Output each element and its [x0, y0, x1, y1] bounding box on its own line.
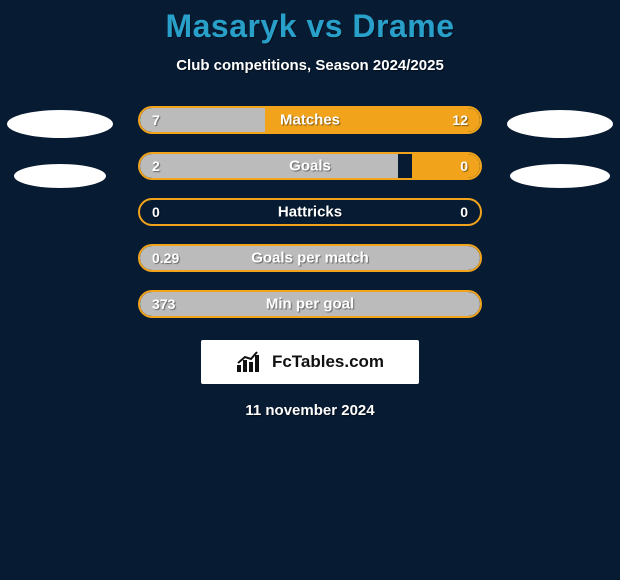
stat-row-goals: 2 Goals 0 [138, 152, 482, 180]
stat-value-left: 0 [152, 204, 160, 220]
stat-value-left: 0.29 [152, 250, 179, 266]
stats-area: 7 Matches 12 2 Goals 0 0 Hattricks 0 [0, 106, 620, 318]
stat-value-right: 0 [460, 158, 468, 174]
bars-icon [236, 351, 264, 373]
brand-badge[interactable]: FcTables.com [201, 340, 419, 384]
stat-label: Goals [289, 158, 331, 175]
stat-fill-right [412, 154, 480, 178]
team-logo-placeholder [14, 164, 106, 188]
stat-value-right: 12 [452, 112, 468, 128]
stat-value-left: 373 [152, 296, 175, 312]
stat-value-left: 2 [152, 158, 160, 174]
team-logo-placeholder [7, 110, 113, 138]
stat-row-hattricks: 0 Hattricks 0 [138, 198, 482, 226]
player-b-logos [500, 106, 620, 188]
stat-fill-left [140, 154, 398, 178]
date-label: 11 november 2024 [0, 402, 620, 419]
subtitle: Club competitions, Season 2024/2025 [0, 57, 620, 74]
stat-bars: 7 Matches 12 2 Goals 0 0 Hattricks 0 [138, 106, 482, 318]
stat-row-min-per-goal: 373 Min per goal [138, 290, 482, 318]
team-logo-placeholder [510, 164, 610, 188]
player-a-logos [0, 106, 120, 188]
brand-text: FcTables.com [272, 352, 384, 372]
stat-label: Hattricks [278, 204, 342, 221]
page-title: Masaryk vs Drame [0, 8, 620, 45]
comparison-card: Masaryk vs Drame Club competitions, Seas… [0, 0, 620, 419]
stat-label: Matches [280, 112, 340, 129]
team-logo-placeholder [507, 110, 613, 138]
stat-label: Min per goal [266, 296, 354, 313]
stat-row-matches: 7 Matches 12 [138, 106, 482, 134]
stat-value-left: 7 [152, 112, 160, 128]
stat-value-right: 0 [460, 204, 468, 220]
stat-label: Goals per match [251, 250, 369, 267]
stat-row-goals-per-match: 0.29 Goals per match [138, 244, 482, 272]
